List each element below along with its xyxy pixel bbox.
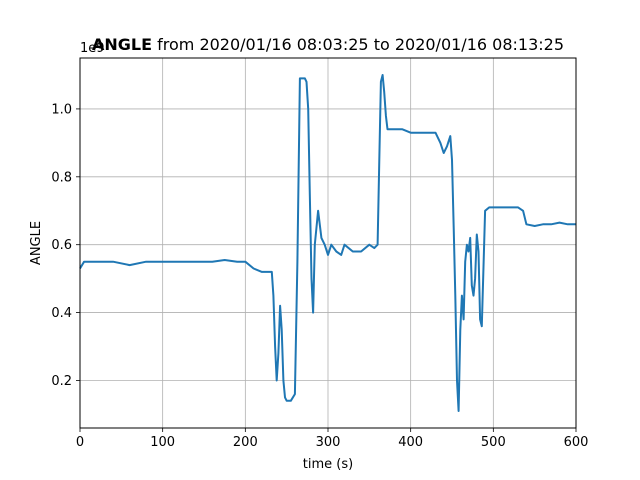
chart-title: ANGLE from 2020/01/16 08:03:25 to 2020/0…: [92, 35, 564, 54]
x-axis-ticks: 0 100 200 300 400 500 600: [76, 428, 589, 450]
y-tick-label: 0.6: [51, 238, 72, 253]
y-axis-ticks: 0.2 0.4 0.6 0.8 1.0: [51, 102, 80, 389]
chart-title-rest: from 2020/01/16 08:03:25 to 2020/01/16 0…: [152, 35, 564, 54]
y-tick-label: 0.4: [51, 306, 72, 321]
x-tick-label: 300: [316, 435, 341, 450]
chart-title-bold: ANGLE: [92, 35, 152, 54]
y-tick-label: 0.2: [51, 374, 72, 389]
grid-lines: [79, 58, 577, 428]
x-tick-label: 100: [150, 435, 175, 450]
x-axis-label: time (s): [303, 457, 353, 472]
x-tick-label: 600: [564, 435, 589, 450]
axis-offset-label: 1e9: [80, 41, 105, 56]
y-tick-label: 0.8: [51, 170, 72, 185]
x-tick-label: 400: [398, 435, 423, 450]
series-line: [79, 74, 576, 412]
plot-area: [79, 74, 576, 412]
x-tick-label: 0: [76, 435, 84, 450]
x-tick-label: 500: [481, 435, 506, 450]
y-axis-label: ANGLE: [29, 221, 44, 265]
x-tick-label: 200: [233, 435, 258, 450]
y-tick-label: 1.0: [51, 102, 72, 117]
